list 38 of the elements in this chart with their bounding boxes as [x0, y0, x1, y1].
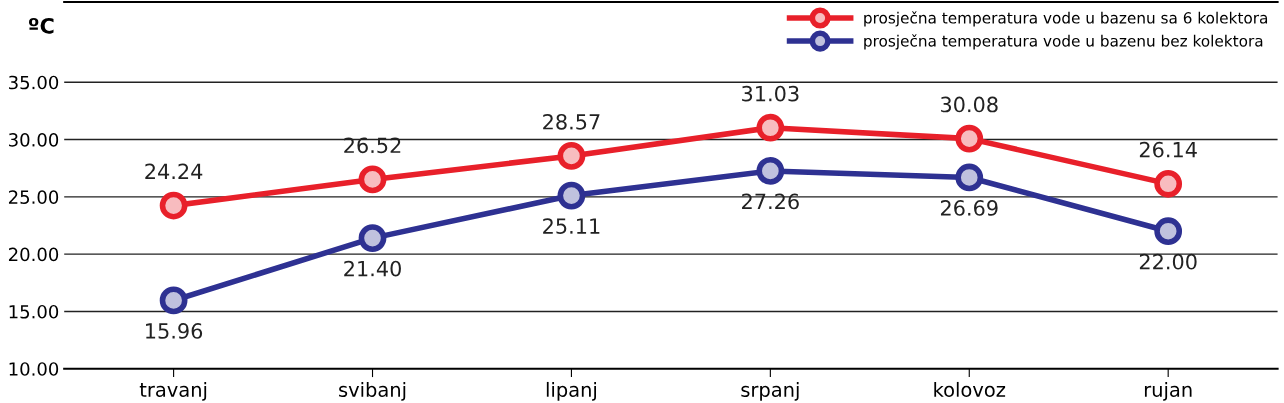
data-label: 25.11: [543, 218, 600, 234]
point: [557, 142, 586, 170]
y-axis-title: ºC: [28, 17, 54, 34]
y-tick-label: 30.00: [9, 133, 59, 147]
point: [1154, 169, 1183, 198]
point: [955, 163, 984, 192]
x-tick-label: travanj: [139, 381, 207, 401]
data-label: 28.57: [543, 113, 600, 130]
point: [1154, 217, 1183, 246]
data-label: 22.00: [1139, 253, 1197, 270]
point: [557, 181, 586, 210]
point: [159, 191, 188, 220]
data-label: 26.14: [1139, 141, 1197, 158]
x-tick-label: svibanj: [339, 381, 406, 401]
legend-label: prosječna temperatura vode u bazenu bez kolektora: [864, 34, 1263, 50]
data-label: 31.03: [742, 85, 799, 102]
data-label: 26.69: [940, 200, 998, 216]
data-label: 30.08: [941, 96, 998, 113]
x-tick-label: lipanj: [546, 381, 596, 401]
x-tick-label: rujan: [1144, 381, 1192, 401]
point: [756, 113, 785, 142]
x-tick-label: srpanj: [741, 381, 799, 401]
y-tick-label: 20.00: [8, 247, 59, 262]
x-tick-label: kolovoz: [934, 381, 1006, 397]
point: [756, 157, 785, 185]
legend-label: prosječna temperatura vode u bazenu sa 6 kolektora: [864, 11, 1268, 27]
data-label: 24.24: [145, 163, 203, 179]
y-tick-label: 15.00: [9, 304, 59, 319]
point: [159, 286, 188, 315]
point: [955, 124, 984, 153]
y-tick-label: 25.00: [8, 190, 59, 204]
point: [358, 224, 387, 252]
data-label: 21.40: [344, 260, 401, 277]
data-label: 15.96: [146, 323, 203, 339]
y-tick-label: 35.00: [9, 75, 59, 90]
point: [358, 165, 387, 194]
y-tick-label: 10.00: [9, 362, 59, 376]
data-label: 27.26: [742, 193, 799, 210]
